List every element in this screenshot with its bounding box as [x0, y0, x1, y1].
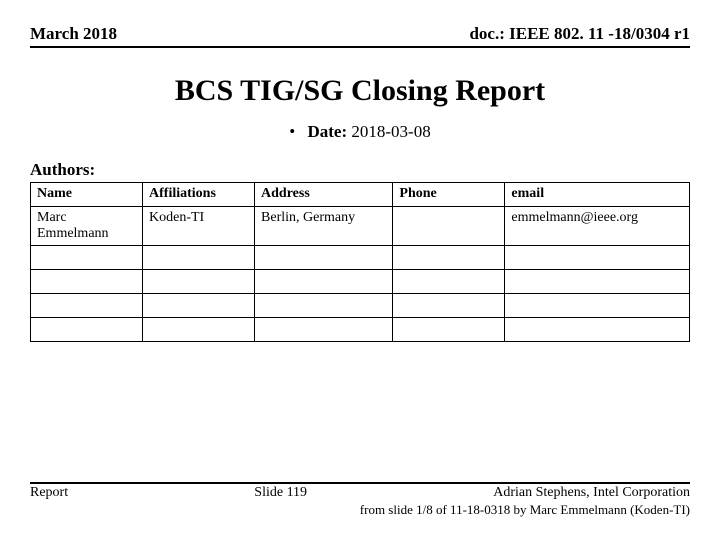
footer-line: Report Slide 119 Adrian Stephens, Intel …: [30, 482, 690, 501]
cell-aff: [143, 270, 255, 294]
cell-phone: [393, 318, 505, 342]
cell-phone: [393, 207, 505, 246]
cell-phone: [393, 270, 505, 294]
date-row: • Date: 2018-03-08: [30, 122, 690, 142]
bullet-icon: •: [289, 122, 295, 141]
cell-aff: [143, 318, 255, 342]
cell-addr: [255, 246, 393, 270]
table-row: [31, 318, 690, 342]
col-header-affiliations: Affiliations: [143, 183, 255, 207]
cell-name: Marc Emmelmann: [31, 207, 143, 246]
col-header-name: Name: [31, 183, 143, 207]
footer-center: Slide 119: [254, 485, 307, 501]
cell-addr: Berlin, Germany: [255, 207, 393, 246]
cell-name: [31, 294, 143, 318]
cell-email: [505, 246, 690, 270]
header-right: doc.: IEEE 802. 11 -18/0304 r1: [469, 24, 690, 44]
cell-phone: [393, 294, 505, 318]
cell-email: [505, 294, 690, 318]
col-header-address: Address: [255, 183, 393, 207]
cell-email: [505, 318, 690, 342]
cell-email: [505, 270, 690, 294]
table-row: [31, 270, 690, 294]
cell-addr: [255, 270, 393, 294]
footer-right: Adrian Stephens, Intel Corporation: [493, 485, 690, 501]
footer: Report Slide 119 Adrian Stephens, Intel …: [30, 482, 690, 518]
authors-table: Name Affiliations Address Phone email Ma…: [30, 182, 690, 342]
footer-sub: from slide 1/8 of 11-18-0318 by Marc Emm…: [30, 502, 690, 518]
col-header-email: email: [505, 183, 690, 207]
cell-addr: [255, 318, 393, 342]
date-label: Date:: [307, 122, 347, 141]
page-title: BCS TIG/SG Closing Report: [30, 74, 690, 108]
footer-left: Report: [30, 485, 68, 501]
table-row: [31, 294, 690, 318]
header-left: March 2018: [30, 24, 117, 44]
cell-aff: [143, 294, 255, 318]
cell-email: emmelmann@ieee.org: [505, 207, 690, 246]
table-row: [31, 246, 690, 270]
authors-label: Authors:: [30, 160, 690, 180]
cell-aff: [143, 246, 255, 270]
cell-phone: [393, 246, 505, 270]
cell-addr: [255, 294, 393, 318]
table-header-row: Name Affiliations Address Phone email: [31, 183, 690, 207]
cell-aff: Koden-TI: [143, 207, 255, 246]
table-row: Marc Emmelmann Koden-TI Berlin, Germany …: [31, 207, 690, 246]
header-row: March 2018 doc.: IEEE 802. 11 -18/0304 r…: [30, 24, 690, 48]
date-value-text: 2018-03-08: [351, 122, 430, 141]
cell-name: [31, 246, 143, 270]
cell-name: [31, 270, 143, 294]
cell-name: [31, 318, 143, 342]
col-header-phone: Phone: [393, 183, 505, 207]
